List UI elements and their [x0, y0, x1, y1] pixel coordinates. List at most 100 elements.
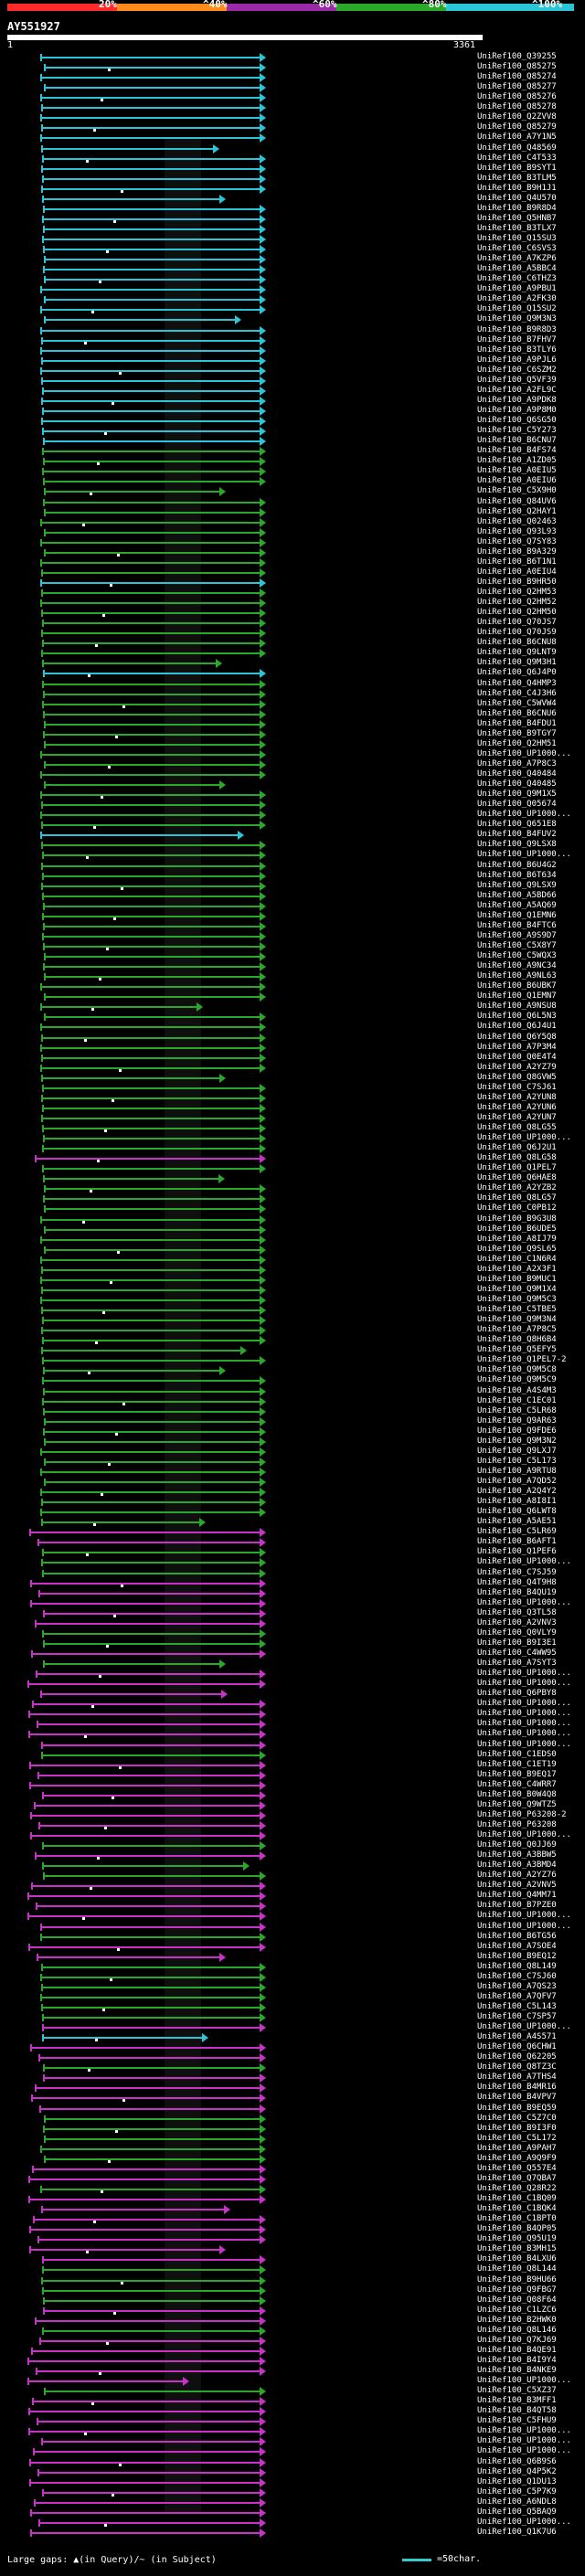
hit-label[interactable]: UniRef100_Q0JJ69 — [477, 1840, 557, 1850]
hit-label[interactable]: UniRef100_C7SJ59 — [477, 1567, 557, 1577]
hit-row[interactable]: UniRef100_Q8LG55 — [0, 1123, 585, 1134]
hit-label[interactable]: UniRef100_Q9AR63 — [477, 1415, 557, 1426]
hit-row[interactable]: UniRef100_B4FTC6 — [0, 921, 585, 931]
hit-row[interactable]: UniRef100_C5WVW4 — [0, 699, 585, 709]
hit-row[interactable]: UniRef100_B9EQ17 — [0, 1770, 585, 1780]
hit-label[interactable]: UniRef100_Q3TL58 — [477, 1607, 557, 1617]
hit-label[interactable]: UniRef100_B6AFT1 — [477, 1537, 557, 1547]
hit-row[interactable]: UniRef100_Q6HAE8 — [0, 1173, 585, 1184]
hit-label[interactable]: UniRef100_A9PJL6 — [477, 355, 557, 365]
hit-label[interactable]: UniRef100_UP1000... — [477, 1597, 571, 1607]
hit-row[interactable]: UniRef100_C5LR69 — [0, 1527, 585, 1538]
hit-row[interactable]: UniRef100_A9PAH7 — [0, 2144, 585, 2154]
hit-label[interactable]: UniRef100_Q85277 — [477, 82, 557, 92]
hit-row[interactable]: UniRef100_Q95U19 — [0, 2234, 585, 2245]
hit-row[interactable]: UniRef100_B4FUV2 — [0, 830, 585, 841]
hit-label[interactable]: UniRef100_C1BPT0 — [477, 2214, 557, 2224]
hit-row[interactable]: UniRef100_Q40485 — [0, 779, 585, 790]
hit-row[interactable]: UniRef100_Q6Y5Q8 — [0, 1032, 585, 1043]
hit-row[interactable]: UniRef100_C7SJ60 — [0, 1972, 585, 1982]
hit-label[interactable]: UniRef100_Q1DU13 — [477, 2476, 557, 2486]
hit-label[interactable]: UniRef100_A9Q9F9 — [477, 2153, 557, 2163]
hit-row[interactable]: UniRef100_B6CNU6 — [0, 709, 585, 719]
hit-row[interactable]: UniRef100_Q85275 — [0, 62, 585, 73]
hit-row[interactable]: UniRef100_Q4HMP3 — [0, 679, 585, 689]
hit-row[interactable]: UniRef100_Q1EMN7 — [0, 991, 585, 1002]
hit-label[interactable]: UniRef100_A8IJ79 — [477, 1234, 557, 1244]
hit-row[interactable]: UniRef100_C5WQX3 — [0, 951, 585, 962]
hit-label[interactable]: UniRef100_Q1PEL7-2 — [477, 1355, 567, 1365]
hit-row[interactable]: UniRef100_UP1000... — [0, 1922, 585, 1932]
hit-label[interactable]: UniRef100_UP1000... — [477, 2022, 571, 2032]
hit-label[interactable]: UniRef100_Q8H6B4 — [477, 1335, 557, 1345]
hit-row[interactable]: UniRef100_C6SVS3 — [0, 244, 585, 255]
hit-row[interactable]: UniRef100_Q7KJ69 — [0, 2335, 585, 2346]
hit-row[interactable]: UniRef100_C1ET19 — [0, 1760, 585, 1770]
hit-label[interactable]: UniRef100_Q9M3N3 — [477, 314, 557, 324]
hit-label[interactable]: UniRef100_A9RTU8 — [477, 1466, 557, 1476]
hit-label[interactable]: UniRef100_Q6HAE8 — [477, 1173, 557, 1183]
hit-label[interactable]: UniRef100_Q7KJ69 — [477, 2335, 557, 2345]
hit-label[interactable]: UniRef100_C5TBE5 — [477, 1305, 557, 1315]
hit-row[interactable]: UniRef100_UP1000... — [0, 1699, 585, 1710]
hit-row[interactable]: UniRef100_Q9M5C3 — [0, 1295, 585, 1305]
hit-label[interactable]: UniRef100_A2YZB2 — [477, 1183, 557, 1193]
hit-row[interactable]: UniRef100_A2X3F1 — [0, 1265, 585, 1275]
hit-label[interactable]: UniRef100_Q93L93 — [477, 526, 557, 536]
hit-label[interactable]: UniRef100_C4J3H6 — [477, 688, 557, 698]
hit-label[interactable]: UniRef100_P63208-2 — [477, 1809, 567, 1819]
hit-row[interactable]: UniRef100_UP1000... — [0, 1709, 585, 1720]
hit-row[interactable]: UniRef100_Q0E4T4 — [0, 1053, 585, 1063]
hit-row[interactable]: UniRef100_A2VNV5 — [0, 1881, 585, 1892]
hit-row[interactable]: UniRef100_Q15SU2 — [0, 304, 585, 315]
hit-label[interactable]: UniRef100_A0EIU5 — [477, 466, 557, 476]
hit-row[interactable]: UniRef100_A2YZ76 — [0, 1871, 585, 1882]
hit-row[interactable]: UniRef100_Q9M3H1 — [0, 658, 585, 669]
hit-label[interactable]: UniRef100_Q8LG57 — [477, 1193, 557, 1203]
hit-label[interactable]: UniRef100_B4QU19 — [477, 1587, 557, 1597]
hit-row[interactable]: UniRef100_Q8TZ3C — [0, 2062, 585, 2073]
hit-label[interactable]: UniRef100_Q08F64 — [477, 2295, 557, 2305]
hit-label[interactable]: UniRef100_Q8LG58 — [477, 1153, 557, 1163]
hit-label[interactable]: UniRef100_C5XZ37 — [477, 2386, 557, 2396]
hit-label[interactable]: UniRef100_Q02463 — [477, 516, 557, 526]
hit-label[interactable]: UniRef100_C5LR68 — [477, 1405, 557, 1415]
hit-row[interactable]: UniRef100_UP1000... — [0, 1740, 585, 1750]
hit-row[interactable]: UniRef100_C5Z7C0 — [0, 2114, 585, 2124]
hit-label[interactable]: UniRef100_Q9LSX8 — [477, 840, 557, 850]
hit-row[interactable]: UniRef100_C7SJ61 — [0, 1083, 585, 1093]
hit-row[interactable]: UniRef100_UP1000... — [0, 810, 585, 821]
hit-row[interactable]: UniRef100_Q2HM50 — [0, 608, 585, 619]
hit-row[interactable]: UniRef100_UP1000... — [0, 2376, 585, 2387]
hit-row[interactable]: UniRef100_C1BQK4 — [0, 2204, 585, 2215]
hit-row[interactable]: UniRef100_A0EIU6 — [0, 476, 585, 487]
hit-label[interactable]: UniRef100_A7QFV7 — [477, 1991, 557, 2001]
hit-row[interactable]: UniRef100_B6AFT1 — [0, 1537, 585, 1548]
hit-row[interactable]: UniRef100_A9RTU8 — [0, 1466, 585, 1477]
hit-row[interactable]: UniRef100_Q0VLY9 — [0, 1628, 585, 1638]
hit-label[interactable]: UniRef100_Q39255 — [477, 52, 557, 61]
hit-label[interactable]: UniRef100_C1LZC6 — [477, 2305, 557, 2315]
hit-label[interactable]: UniRef100_C4T533 — [477, 153, 557, 163]
hit-row[interactable]: UniRef100_B6CNU7 — [0, 436, 585, 447]
hit-row[interactable]: UniRef100_Q2HM53 — [0, 588, 585, 599]
hit-row[interactable]: UniRef100_A7P8C3 — [0, 759, 585, 769]
hit-label[interactable]: UniRef100_A4S571 — [477, 2032, 557, 2042]
hit-row[interactable]: UniRef100_A7THS4 — [0, 2072, 585, 2083]
hit-label[interactable]: UniRef100_A7SOE4 — [477, 1941, 557, 1951]
hit-label[interactable]: UniRef100_B4VPV7 — [477, 2093, 557, 2103]
hit-row[interactable]: UniRef100_Q9FBG7 — [0, 2285, 585, 2295]
hit-row[interactable]: UniRef100_B9I3E1 — [0, 1638, 585, 1648]
hit-row[interactable]: UniRef100_A5AQ69 — [0, 901, 585, 911]
hit-row[interactable]: UniRef100_B9MUC1 — [0, 1275, 585, 1285]
hit-row[interactable]: UniRef100_Q1PEL7 — [0, 1163, 585, 1174]
hit-label[interactable]: UniRef100_UP1000... — [477, 2517, 571, 2527]
hit-row[interactable]: UniRef100_A8IJ79 — [0, 1235, 585, 1245]
hit-row[interactable]: UniRef100_Q9LNT9 — [0, 648, 585, 659]
hit-label[interactable]: UniRef100_Q6B9S6 — [477, 2456, 557, 2466]
hit-row[interactable]: UniRef100_UP1000... — [0, 1557, 585, 1568]
hit-row[interactable]: UniRef100_Q6PBY8 — [0, 1689, 585, 1700]
hit-row[interactable]: UniRef100_Q7SY83 — [0, 537, 585, 547]
hit-label[interactable]: UniRef100_Q6Y5Q8 — [477, 1032, 557, 1042]
hit-label[interactable]: UniRef100_B9EQ12 — [477, 1951, 557, 1961]
